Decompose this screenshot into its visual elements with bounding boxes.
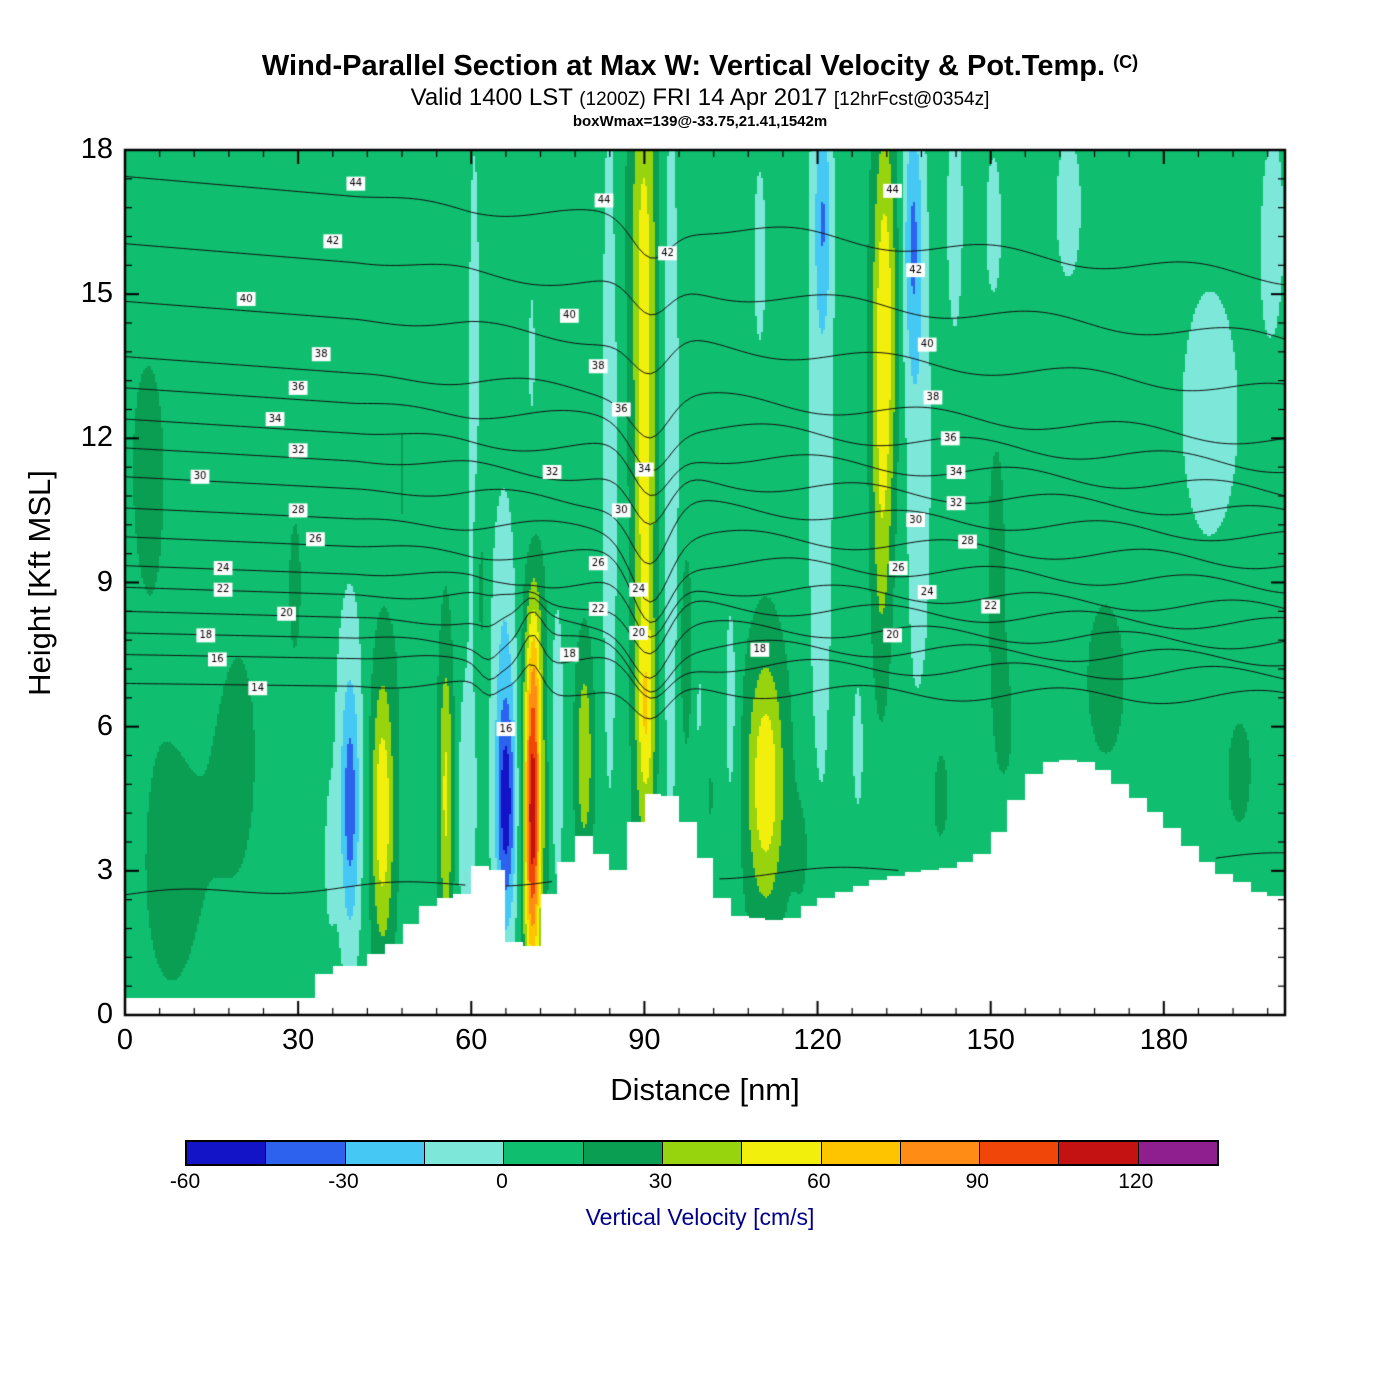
subtitle-valid-time: Valid 1400 LST <box>410 84 573 112</box>
x-tick-label: 0 <box>116 1024 134 1056</box>
colorbar-tick-label: 120 <box>1118 1170 1154 1193</box>
colorbar-tick-label: -30 <box>328 1170 359 1193</box>
x-tick-label: 30 <box>281 1024 315 1056</box>
colorbar-tick-label: 60 <box>807 1170 831 1193</box>
chart-subtitle: Valid 1400 LST (1200Z) FRI 14 Apr 2017 [… <box>0 84 1400 112</box>
colorbar-cell <box>187 1142 267 1164</box>
x-tick-label: 60 <box>455 1024 488 1056</box>
subtitle-forecast-tag: [12hrFcst@0354z] <box>833 89 990 111</box>
x-tick-label: 180 <box>1139 1024 1188 1056</box>
colorbar-label: Vertical Velocity [cm/s] <box>585 1204 815 1230</box>
colorbar-cell <box>266 1142 346 1164</box>
chart-title-text: Wind-Parallel Section at Max W: Vertical… <box>261 50 1106 82</box>
y-tick-label: 9 <box>96 565 113 598</box>
y-tick-label: 12 <box>80 421 113 454</box>
colorbar-cell <box>345 1142 425 1164</box>
colorbar-cell <box>821 1142 901 1164</box>
colorbar-tick-label: 0 <box>496 1170 508 1193</box>
colorbar-cell <box>1138 1142 1218 1164</box>
colorbar-cell <box>424 1142 505 1164</box>
colorbar-cell <box>980 1142 1060 1164</box>
colorbar-cell <box>1059 1142 1139 1164</box>
colorbar <box>185 1140 1219 1166</box>
colorbar-tick-label: 90 <box>965 1170 989 1193</box>
colorbar-tick-label: 30 <box>648 1170 673 1193</box>
chart-title: Wind-Parallel Section at Max W: Vertical… <box>0 50 1400 83</box>
colorbar-cell <box>900 1142 981 1164</box>
subtitle-zulu-time: (1200Z) <box>579 89 646 111</box>
x-tick-label: 90 <box>628 1024 661 1056</box>
title-units-suffix: (C) <box>1113 52 1139 72</box>
y-tick-label: 6 <box>96 709 113 742</box>
x-tick-label: 120 <box>793 1024 842 1056</box>
chart-info-line: boxWmax=139@-33.75,21.41,1542m <box>572 112 828 130</box>
colorbar-tick-label: -60 <box>169 1170 201 1193</box>
colorbar-cell <box>662 1142 743 1164</box>
header: Wind-Parallel Section at Max W: Vertical… <box>0 50 1400 130</box>
colorbar-cell <box>742 1142 822 1164</box>
y-tick-label: 3 <box>96 853 113 886</box>
colorbar-cell <box>583 1142 663 1164</box>
y-tick-label: 18 <box>80 133 113 165</box>
x-axis-label: Distance [nm] <box>610 1072 800 1107</box>
subtitle-date: FRI 14 Apr 2017 <box>652 84 828 112</box>
colorbar-cell <box>504 1142 584 1164</box>
x-tick-label: 150 <box>966 1024 1015 1056</box>
y-tick-label: 15 <box>80 277 113 310</box>
y-tick-label: 0 <box>96 998 113 1030</box>
